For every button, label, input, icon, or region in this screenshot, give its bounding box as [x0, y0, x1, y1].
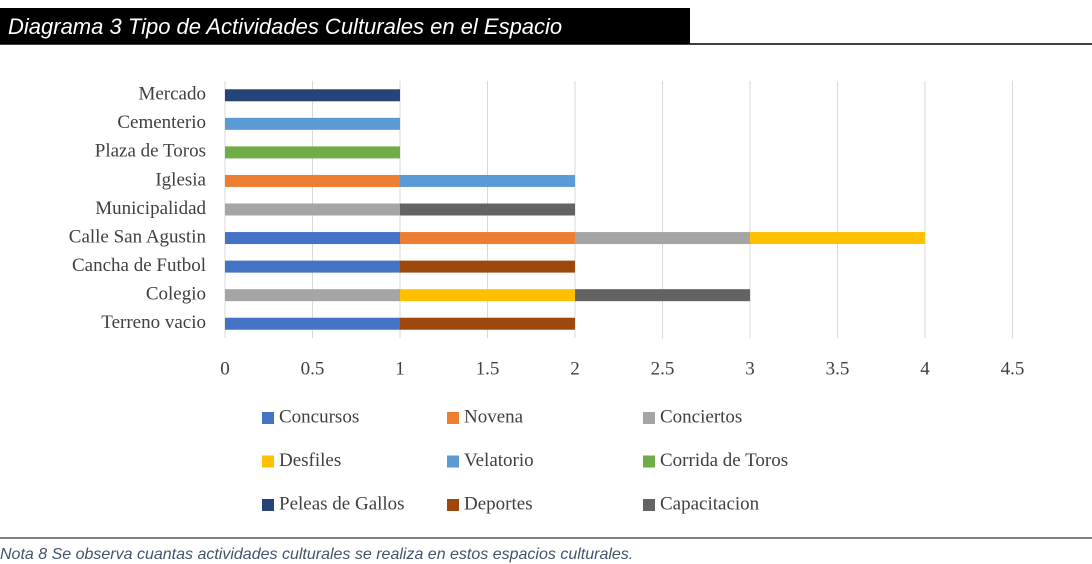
- bar-segment: [225, 117, 400, 130]
- bar-segment: [575, 232, 750, 245]
- legend-label: Desfiles: [279, 450, 341, 471]
- bar-segment: [400, 232, 575, 245]
- bar-segment: [400, 203, 575, 216]
- bar-segment: [225, 317, 400, 330]
- legend-label: Conciertos: [660, 406, 742, 427]
- legend-label: Peleas de Gallos: [279, 493, 405, 514]
- bar-segment: [400, 289, 575, 302]
- bar-segment: [400, 317, 575, 330]
- y-tick-label: Cancha de Futbol: [72, 255, 206, 276]
- title-bar: [0, 8, 690, 44]
- y-tick-label: Iglesia: [155, 169, 206, 190]
- legend-swatch: [447, 455, 459, 468]
- x-tick-label: 2: [570, 358, 580, 379]
- y-tick-label: Colegio: [146, 284, 206, 305]
- legend-swatch: [262, 412, 274, 424]
- legend-label: Concursos: [279, 406, 359, 427]
- bar-segment: [225, 289, 400, 302]
- bar-segment: [750, 232, 925, 245]
- y-tick-label: Calle San Agustin: [69, 226, 207, 247]
- y-tick-label: Cementerio: [117, 112, 206, 133]
- legend-swatch: [643, 412, 655, 424]
- bar-segment: [225, 232, 400, 245]
- bar-segment: [225, 203, 400, 216]
- x-tick-label: 2.5: [651, 358, 675, 379]
- y-tick-label: Plaza de Toros: [95, 141, 206, 162]
- bar-segment: [225, 174, 400, 187]
- bar-segment: [575, 289, 750, 302]
- bar-segment: [400, 174, 575, 187]
- legend-label: Capacitacion: [660, 493, 760, 514]
- legend-swatch: [643, 499, 655, 511]
- y-tick-label: Mercado: [138, 84, 206, 105]
- x-tick-label: 4.5: [1001, 358, 1025, 379]
- note: Nota 8 Se observa cuantas actividades cu…: [0, 546, 633, 563]
- legend-swatch: [643, 455, 655, 468]
- x-tick-label: 1: [395, 358, 405, 379]
- legend-swatch: [447, 412, 459, 424]
- title: Diagrama 3 Tipo de Actividades Culturale…: [8, 14, 562, 39]
- legend-label: Corrida de Toros: [660, 450, 788, 471]
- legend-swatch: [262, 455, 274, 468]
- legend-swatch: [447, 499, 459, 511]
- x-tick-label: 1.5: [476, 358, 500, 379]
- y-tick-label: Municipalidad: [95, 198, 206, 219]
- bar-segment: [225, 146, 400, 159]
- x-tick-label: 0: [220, 358, 230, 379]
- x-tick-label: 3.5: [826, 358, 850, 379]
- legend-swatch: [262, 499, 274, 511]
- bar-segment: [225, 89, 400, 102]
- bar-segment: [400, 260, 575, 273]
- legend-label: Novena: [464, 406, 524, 427]
- bar-segment: [225, 260, 400, 273]
- legend-label: Velatorio: [464, 450, 534, 471]
- x-tick-label: 4: [920, 358, 930, 379]
- y-tick-label: Terreno vacio: [101, 312, 206, 333]
- x-tick-label: 3: [745, 358, 755, 379]
- x-tick-label: 0.5: [301, 358, 325, 379]
- legend-label: Deportes: [464, 493, 533, 514]
